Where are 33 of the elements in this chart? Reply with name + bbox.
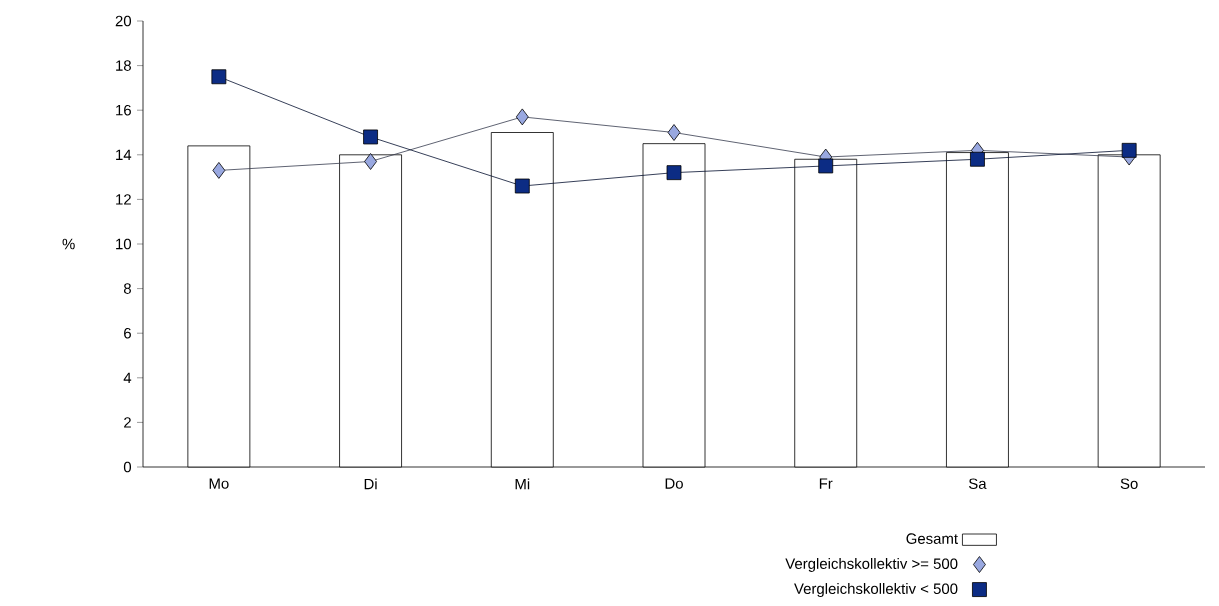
x-tick-label: Fr bbox=[819, 478, 833, 489]
legend-label: Vergleichskollektiv >= 500 bbox=[785, 558, 958, 572]
point bbox=[212, 162, 226, 179]
point bbox=[970, 151, 985, 167]
y-tick-label: 6 bbox=[124, 327, 131, 339]
y-tick-label: 8 bbox=[123, 283, 131, 294]
point bbox=[1121, 142, 1137, 158]
y-tick-label: 4 bbox=[123, 372, 132, 383]
x-tick-label: Di bbox=[364, 478, 377, 490]
point bbox=[818, 158, 834, 174]
point bbox=[667, 124, 681, 141]
point bbox=[211, 69, 227, 85]
y-tick-label: 16 bbox=[116, 104, 131, 116]
x-tick-label: Mo bbox=[209, 478, 229, 489]
y-tick-label: 20 bbox=[115, 15, 132, 27]
point bbox=[514, 178, 530, 194]
y-tick-label: 18 bbox=[116, 60, 131, 71]
y-tick-label: 10 bbox=[116, 238, 132, 250]
x-tick-label: Sa bbox=[968, 478, 987, 489]
y-tick-label: 2 bbox=[124, 417, 131, 428]
y-tick-label: 0 bbox=[123, 461, 132, 473]
legend-label: Gesamt bbox=[906, 533, 958, 544]
point bbox=[364, 153, 377, 170]
y-tick-label: 12 bbox=[116, 194, 131, 205]
point bbox=[515, 108, 529, 126]
x-tick-label: Do bbox=[665, 478, 683, 489]
x-tick-label: Mi bbox=[515, 478, 530, 490]
x-tick-label: So bbox=[1120, 478, 1138, 489]
point bbox=[666, 165, 682, 181]
y-tick-label: 14 bbox=[116, 149, 132, 160]
y-axis-title: % bbox=[62, 238, 75, 250]
legend-label: Vergleichskollektiv < 500 bbox=[794, 583, 958, 597]
point bbox=[363, 129, 378, 145]
